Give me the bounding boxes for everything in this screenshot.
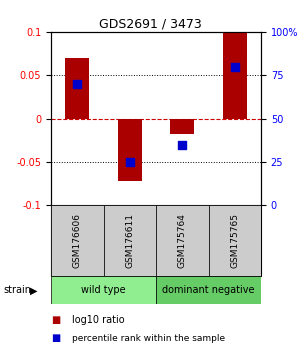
Bar	[223, 32, 247, 119]
Text: strain: strain	[3, 285, 31, 295]
Text: ▶: ▶	[30, 285, 38, 295]
Bar	[118, 119, 142, 181]
Bar	[103, 205, 156, 276]
Text: GSM175765: GSM175765	[230, 213, 239, 268]
Point	[180, 142, 185, 147]
Text: percentile rank within the sample: percentile rank within the sample	[72, 333, 225, 343]
Bar	[170, 119, 194, 134]
Bar	[208, 205, 261, 276]
Text: ■: ■	[51, 333, 60, 343]
Text: GSM176611: GSM176611	[125, 213, 134, 268]
Text: dominant negative: dominant negative	[162, 285, 255, 295]
Bar	[51, 276, 156, 304]
Bar	[51, 205, 104, 276]
Text: GSM176606: GSM176606	[73, 213, 82, 268]
Point	[232, 64, 237, 69]
Bar	[156, 205, 208, 276]
Text: GDS2691 / 3473: GDS2691 / 3473	[99, 18, 201, 31]
Text: wild type: wild type	[81, 285, 126, 295]
Bar	[156, 276, 261, 304]
Bar	[65, 58, 89, 119]
Text: log10 ratio: log10 ratio	[72, 315, 124, 325]
Text: GSM175764: GSM175764	[178, 213, 187, 268]
Point	[75, 81, 80, 87]
Point	[128, 159, 132, 165]
Text: ■: ■	[51, 315, 60, 325]
